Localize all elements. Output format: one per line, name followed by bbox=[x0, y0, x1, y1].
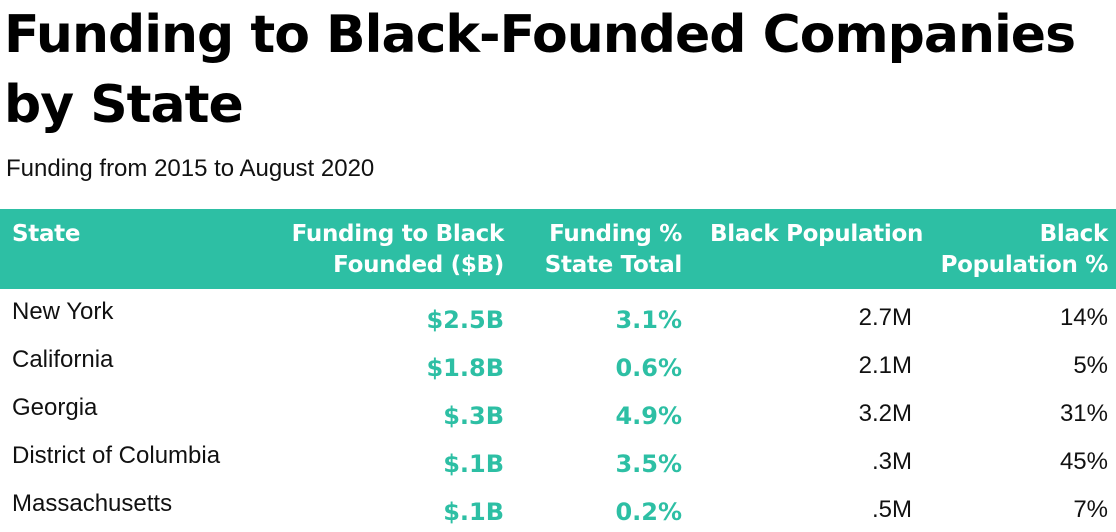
state-cell: District of Columbia bbox=[12, 442, 221, 469]
funding-cell: $1.8B bbox=[426, 354, 504, 382]
black-population-cell: 2.7M bbox=[858, 304, 912, 331]
column-header-funding: Funding to Black Founded ($B) bbox=[291, 221, 505, 278]
table-row: Georgia $.3B 4.9% 3.2M 31% bbox=[0, 385, 1116, 433]
chart-subtitle: Funding from 2015 to August 2020 bbox=[6, 155, 375, 182]
black-population-pct-cell: 7% bbox=[1073, 496, 1108, 523]
table-row: District of Columbia $.1B 3.5% .3M 45% bbox=[0, 433, 1116, 481]
black-population-cell: .3M bbox=[871, 448, 912, 475]
black-population-cell: .5M bbox=[871, 496, 912, 523]
funding-pct-cell: 0.2% bbox=[615, 498, 682, 526]
black-population-pct-cell: 14% bbox=[1059, 304, 1108, 331]
funding-pct-cell: 4.9% bbox=[615, 402, 682, 430]
funding-cell: $.1B bbox=[443, 498, 504, 526]
column-header-black-population-pct: Black Population % bbox=[940, 221, 1109, 278]
column-header-funding-pct: Funding % State Total bbox=[544, 221, 683, 278]
column-header-state: State bbox=[12, 221, 81, 247]
chart-title: Funding to Black-Founded Companies by St… bbox=[4, 5, 1076, 135]
funding-cell: $2.5B bbox=[426, 306, 504, 334]
state-cell: California bbox=[12, 346, 114, 373]
black-population-cell: 2.1M bbox=[858, 352, 912, 379]
funding-pct-cell: 3.1% bbox=[615, 306, 682, 334]
state-cell: Georgia bbox=[12, 394, 98, 421]
black-population-pct-cell: 45% bbox=[1059, 448, 1108, 475]
funding-cell: $.3B bbox=[443, 402, 504, 430]
table-row: New York $2.5B 3.1% 2.7M 14% bbox=[0, 289, 1116, 337]
black-population-pct-cell: 5% bbox=[1073, 352, 1108, 379]
funding-cell: $.1B bbox=[443, 450, 504, 478]
funding-table: State Funding to Black Founded ($B) Fund… bbox=[0, 209, 1116, 529]
table-header: State Funding to Black Founded ($B) Fund… bbox=[0, 209, 1116, 289]
black-population-pct-cell: 31% bbox=[1059, 400, 1108, 427]
state-cell: Massachusetts bbox=[12, 490, 173, 517]
funding-pct-cell: 0.6% bbox=[615, 354, 682, 382]
table-row: Massachusetts $.1B 0.2% .5M 7% bbox=[0, 481, 1116, 529]
black-population-cell: 3.2M bbox=[858, 400, 912, 427]
funding-pct-cell: 3.5% bbox=[615, 450, 682, 478]
column-header-black-population: Black Population bbox=[710, 221, 924, 247]
state-cell: New York bbox=[12, 298, 114, 325]
table-row: California $1.8B 0.6% 2.1M 5% bbox=[0, 337, 1116, 385]
